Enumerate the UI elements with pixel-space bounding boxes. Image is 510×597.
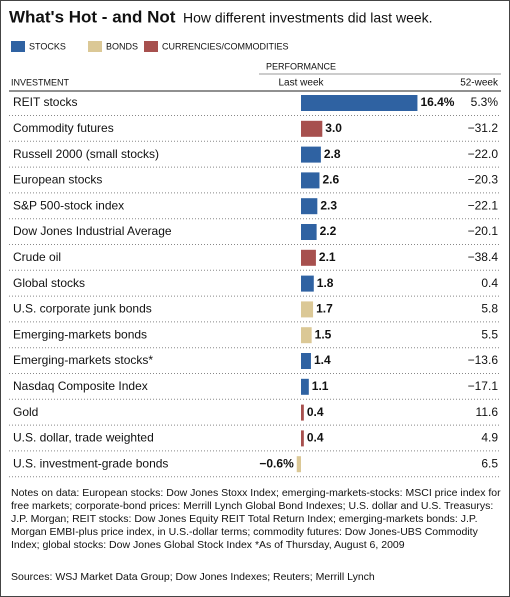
category-label: Russell 2000 (small stocks) bbox=[13, 147, 159, 161]
legend-label: BONDS bbox=[106, 41, 138, 51]
value-label: 1.1 bbox=[312, 379, 329, 393]
week52-header: 52-week bbox=[460, 78, 499, 89]
bar bbox=[301, 146, 321, 163]
week52-label: 0.4 bbox=[481, 276, 498, 290]
category-label: Emerging-markets stocks* bbox=[13, 353, 153, 367]
category-label: Global stocks bbox=[13, 276, 85, 290]
category-label: Commodity futures bbox=[13, 121, 114, 135]
week52-label: −13.6 bbox=[468, 353, 499, 367]
bar bbox=[296, 456, 301, 473]
value-label: 2.8 bbox=[324, 147, 341, 161]
category-label: Crude oil bbox=[13, 250, 61, 264]
value-label: 1.8 bbox=[317, 276, 334, 290]
category-label: Nasdaq Composite Index bbox=[13, 379, 148, 393]
legend-swatch bbox=[11, 41, 25, 52]
notes: Notes on data: European stocks: Dow Jone… bbox=[11, 487, 501, 551]
value-label: 16.4% bbox=[420, 95, 454, 109]
value-label: 1.4 bbox=[314, 353, 331, 367]
category-label: European stocks bbox=[13, 173, 102, 187]
bar bbox=[301, 378, 309, 395]
week52-label: 6.5 bbox=[481, 456, 498, 470]
value-label: 3.0 bbox=[325, 121, 342, 135]
bar bbox=[301, 327, 312, 344]
category-label: Gold bbox=[13, 405, 38, 419]
value-label: −0.6% bbox=[259, 456, 294, 470]
category-label: Dow Jones Industrial Average bbox=[13, 224, 172, 238]
value-label: 0.4 bbox=[307, 431, 324, 445]
week52-label: −22.0 bbox=[468, 147, 499, 161]
sources: Sources: WSJ Market Data Group; Dow Jone… bbox=[11, 571, 375, 583]
value-label: 1.7 bbox=[316, 302, 333, 316]
bar bbox=[301, 430, 304, 447]
bar bbox=[301, 249, 316, 266]
legend-swatch bbox=[88, 41, 102, 52]
category-label: S&P 500-stock index bbox=[13, 198, 124, 212]
week52-label: −31.2 bbox=[468, 121, 499, 135]
chart-subtitle: How different investments did last week. bbox=[183, 10, 433, 26]
bar bbox=[301, 120, 323, 137]
category-label: U.S. corporate junk bonds bbox=[13, 302, 152, 316]
bar bbox=[301, 404, 304, 421]
bar bbox=[301, 224, 317, 240]
week52-label: −17.1 bbox=[468, 379, 499, 393]
bar bbox=[301, 95, 418, 111]
category-label: REIT stocks bbox=[13, 95, 77, 109]
value-label: 2.2 bbox=[320, 224, 337, 238]
week52-label: 5.3% bbox=[471, 95, 499, 109]
legend-swatch bbox=[144, 41, 158, 52]
value-header: Last week bbox=[278, 78, 324, 89]
bar bbox=[301, 275, 314, 292]
legend-label: STOCKS bbox=[29, 41, 66, 51]
bar bbox=[301, 301, 314, 318]
category-label: U.S. investment-grade bonds bbox=[13, 456, 168, 470]
bar bbox=[301, 172, 320, 189]
week52-label: −20.1 bbox=[468, 224, 499, 238]
category-label: Emerging-markets bonds bbox=[13, 327, 147, 341]
week52-label: −38.4 bbox=[468, 250, 499, 264]
value-label: 1.5 bbox=[315, 327, 332, 341]
week52-label: −22.1 bbox=[468, 198, 499, 212]
value-label: 2.6 bbox=[322, 173, 339, 187]
chart: What's Hot - and Not How different inves… bbox=[9, 7, 501, 478]
week52-label: −20.3 bbox=[468, 173, 499, 187]
value-label: 2.1 bbox=[319, 250, 336, 264]
bar bbox=[301, 353, 311, 369]
value-label: 0.4 bbox=[307, 405, 324, 419]
value-label: 2.3 bbox=[320, 198, 337, 212]
legend-label: CURRENCIES/COMMODITIES bbox=[162, 41, 289, 51]
week52-label: 4.9 bbox=[481, 431, 498, 445]
week52-label: 5.5 bbox=[481, 327, 498, 341]
week52-label: 5.8 bbox=[481, 302, 498, 316]
week52-label: 11.6 bbox=[476, 405, 499, 419]
bar bbox=[301, 198, 318, 215]
category-label: U.S. dollar, trade weighted bbox=[13, 431, 154, 445]
category-header: INVESTMENT bbox=[11, 77, 70, 87]
group-header: PERFORMANCE bbox=[266, 61, 336, 71]
chart-title: What's Hot - and Not bbox=[9, 7, 176, 26]
